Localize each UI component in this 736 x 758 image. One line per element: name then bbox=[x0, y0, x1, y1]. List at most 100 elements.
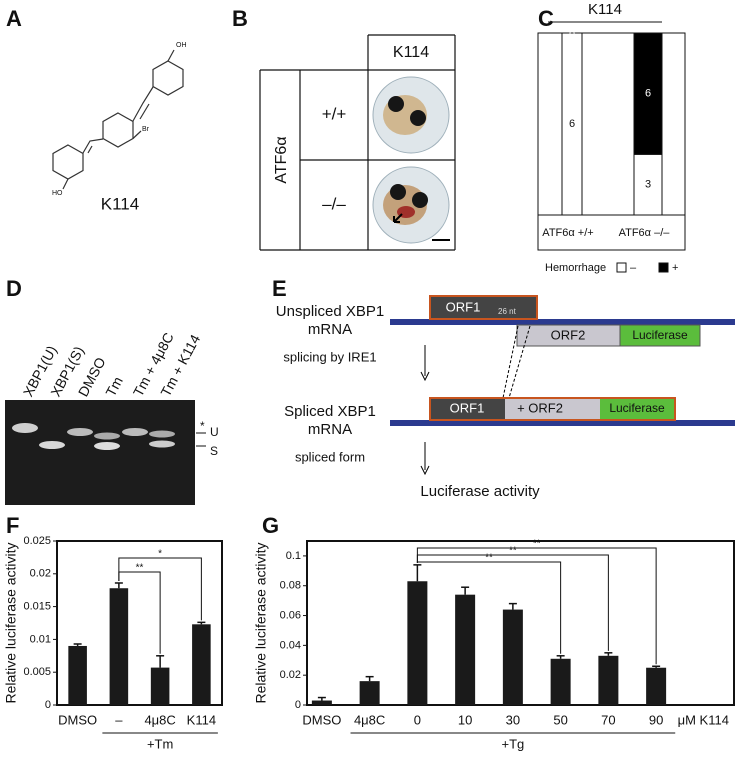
bar bbox=[109, 588, 129, 705]
significance-bracket bbox=[416, 561, 562, 654]
band-label: U bbox=[210, 425, 219, 439]
bar-segment bbox=[633, 153, 663, 216]
y-tick-label: 0.025 bbox=[23, 535, 51, 547]
x-tick-label: DMSO bbox=[58, 712, 97, 727]
atom-label: OH bbox=[176, 42, 187, 49]
atom-label: HO bbox=[52, 190, 63, 197]
panel-letter: B bbox=[232, 6, 248, 31]
y-tick-label: 0.08 bbox=[280, 580, 301, 592]
x-tick-label: 30 bbox=[506, 712, 520, 727]
diagram-label: mRNA bbox=[308, 421, 352, 438]
step-label: spliced form bbox=[295, 449, 365, 464]
significance-label: ** bbox=[533, 539, 541, 550]
orf-label: + ORF2 bbox=[517, 400, 563, 415]
readout-label: Luciferase activity bbox=[420, 483, 540, 500]
data-label: 0 bbox=[569, 29, 575, 41]
bar bbox=[68, 645, 87, 705]
orf-label: ORF1 bbox=[450, 400, 485, 415]
significance-label: * bbox=[158, 549, 162, 560]
panel-letter: G bbox=[262, 513, 279, 538]
insert-label: 26 nt bbox=[498, 307, 517, 316]
embryo-image bbox=[372, 166, 450, 244]
step-label: splicing by IRE1 bbox=[283, 349, 376, 364]
gel-image bbox=[5, 400, 195, 505]
bar bbox=[359, 681, 380, 705]
diagram-label: Spliced XBP1 bbox=[284, 403, 376, 420]
construct-diagram bbox=[390, 295, 735, 476]
x-tick-label: ATF6α –/– bbox=[619, 227, 671, 239]
x-tick-label: 10 bbox=[458, 712, 472, 727]
significance-label: ** bbox=[136, 563, 144, 574]
legend-label: + bbox=[672, 262, 678, 274]
bar bbox=[598, 655, 619, 705]
diagram-label: Unspliced XBP1 bbox=[276, 303, 384, 320]
embryo-image bbox=[372, 76, 450, 154]
bar bbox=[311, 700, 332, 705]
plot-frame bbox=[537, 32, 686, 251]
diagram-label: mRNA bbox=[308, 321, 352, 338]
y-tick-label: 0.02 bbox=[30, 568, 51, 580]
y-tick-label: 0 bbox=[45, 699, 51, 711]
group-label: +Tg bbox=[501, 736, 524, 751]
column-header: K114 bbox=[393, 44, 429, 61]
data-label: 6 bbox=[645, 88, 651, 100]
panel-letter: D bbox=[6, 276, 22, 301]
bar bbox=[646, 667, 667, 705]
group-label: +Tm bbox=[147, 736, 173, 751]
band-label: S bbox=[210, 444, 218, 458]
atom-label: Br bbox=[142, 126, 150, 133]
significance-label: ** bbox=[509, 546, 517, 557]
panel-letter: E bbox=[272, 276, 287, 301]
panel-letter: A bbox=[6, 6, 22, 31]
bar bbox=[550, 658, 571, 705]
legend-label: – bbox=[630, 262, 637, 274]
panel-letter: F bbox=[6, 513, 19, 538]
y-tick-label: 0.015 bbox=[23, 601, 51, 613]
band-label: * bbox=[200, 419, 205, 433]
y-tick-label: 0.02 bbox=[280, 669, 301, 681]
genotype: +/+ bbox=[322, 104, 347, 123]
x-tick-label: 0 bbox=[414, 712, 421, 727]
y-tick-label: 0.1 bbox=[286, 550, 301, 562]
legend-swatch bbox=[616, 262, 627, 273]
plot-frame bbox=[56, 540, 223, 706]
bar-segment bbox=[561, 32, 583, 216]
x-tick-label: – bbox=[115, 712, 123, 727]
reporter-label: Luciferase bbox=[632, 328, 688, 342]
row-header: ATF6α bbox=[273, 136, 290, 183]
x-tick-label: K114 bbox=[187, 712, 216, 727]
y-tick-label: 0.04 bbox=[280, 639, 301, 651]
x-tick-label: 70 bbox=[601, 712, 615, 727]
y-tick-label: 0.005 bbox=[23, 666, 51, 678]
compound-name: K114 bbox=[101, 194, 139, 213]
table-lines bbox=[259, 34, 456, 251]
chemical-structure bbox=[52, 49, 184, 190]
y-tick-label: 0.06 bbox=[280, 609, 301, 621]
x-tick-label: ATF6α +/+ bbox=[542, 227, 593, 239]
y-tick-label: 0 bbox=[295, 699, 301, 711]
significance-label: ** bbox=[485, 553, 493, 564]
bar bbox=[407, 581, 428, 705]
x-tick-label: 4μ8C bbox=[144, 712, 175, 727]
bar-segment bbox=[633, 32, 663, 155]
x-tick-label: 90 bbox=[649, 712, 663, 727]
x-tick-label: 4μ8C bbox=[354, 712, 385, 727]
x-tick-label: 50 bbox=[553, 712, 567, 727]
band-marks bbox=[196, 432, 206, 447]
data-label: 6 bbox=[569, 118, 575, 130]
orf-label: ORF2 bbox=[551, 327, 586, 342]
unit-label: μM K114 bbox=[678, 712, 729, 727]
bar bbox=[150, 667, 170, 705]
panel-letter: C bbox=[538, 6, 554, 31]
lane-label: Tm bbox=[102, 374, 126, 399]
significance-bracket bbox=[118, 557, 202, 621]
legend-title: Hemorrhage bbox=[545, 262, 606, 274]
y-axis-label: Relative luciferase activity bbox=[3, 542, 19, 703]
significance-bracket bbox=[416, 547, 657, 665]
reporter-label: Luciferase bbox=[609, 401, 665, 415]
y-axis-label: Relative luciferase activity bbox=[253, 542, 269, 703]
bar bbox=[455, 594, 476, 705]
legend-swatch bbox=[658, 262, 669, 273]
chart-title: K114 bbox=[588, 1, 622, 18]
